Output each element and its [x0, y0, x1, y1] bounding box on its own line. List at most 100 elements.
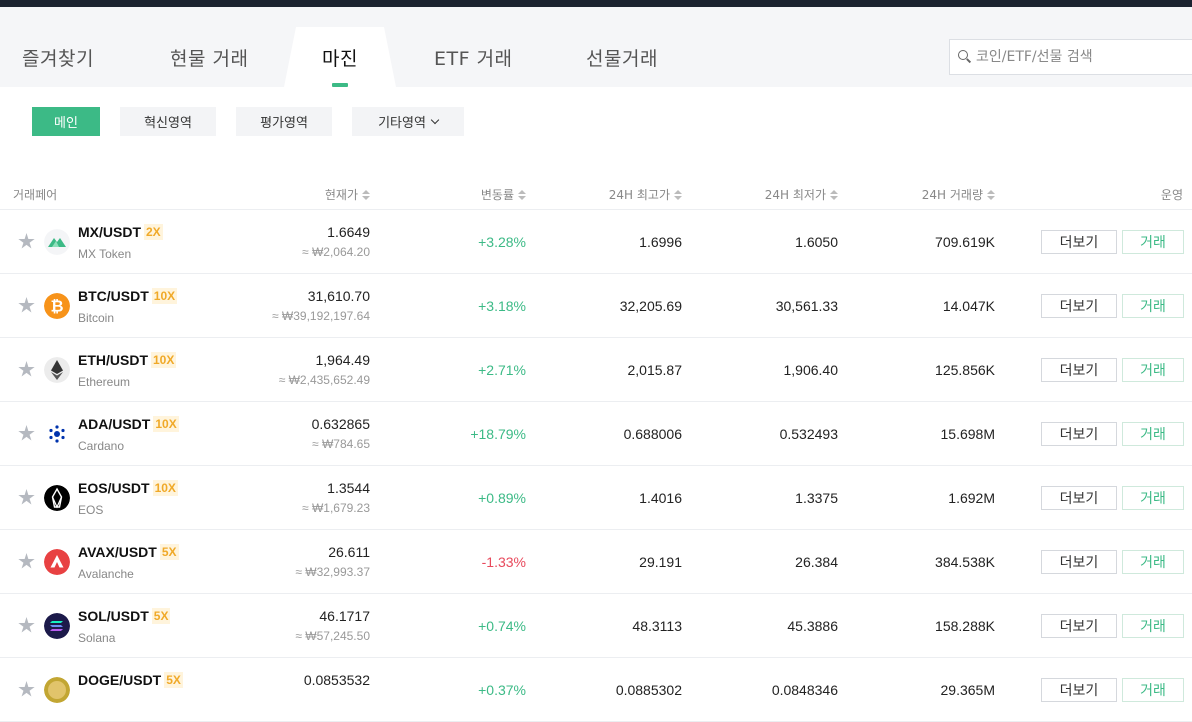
filter-label: 기타영역 [378, 116, 426, 131]
krw-price: ≈ ₩784.65 [312, 437, 370, 451]
tab-spot[interactable]: 현물 거래 [170, 48, 249, 70]
filter-assessment[interactable]: 평가영역 [236, 107, 332, 136]
star-icon[interactable] [18, 553, 35, 569]
volume-24h: 125.856K [935, 362, 995, 378]
more-button[interactable]: 더보기 [1041, 614, 1117, 638]
filter-innovation[interactable]: 혁신영역 [120, 107, 216, 136]
table-row[interactable]: EOS/USDT 10X EOS 1.3544 ≈ ₩1,679.23 +0.89… [0, 466, 1192, 530]
header-price-label: 현재가 [324, 188, 358, 202]
filter-other[interactable]: 기타영역 [352, 107, 464, 136]
tab-margin[interactable]: 마진 [322, 48, 358, 70]
trade-button[interactable]: 거래 [1122, 294, 1184, 318]
trade-button[interactable]: 거래 [1122, 678, 1184, 702]
table-row[interactable]: MX/USDT 2X MX Token 1.6649 ≈ ₩2,064.20 +3… [0, 210, 1192, 274]
trade-button[interactable]: 거래 [1122, 550, 1184, 574]
table-row[interactable]: ETH/USDT 10X Ethereum 1,964.49 ≈ ₩2,435,6… [0, 338, 1192, 402]
trade-button[interactable]: 거래 [1122, 358, 1184, 382]
star-icon[interactable] [18, 361, 35, 377]
coin-name: MX Token [78, 247, 132, 261]
high-24h: 1.4016 [639, 490, 682, 506]
low-24h: 0.0848346 [771, 682, 838, 698]
filter-label: 평가영역 [260, 116, 308, 131]
volume-24h: 14.047K [942, 298, 995, 314]
star-icon[interactable] [18, 489, 35, 505]
current-price: 1,964.49 [315, 352, 371, 368]
pair-symbol[interactable]: BTC/USDT 10X [78, 288, 178, 304]
pair-label: AVAX/USDT [78, 544, 157, 560]
sort-icon [362, 189, 370, 200]
pair-symbol[interactable]: AVAX/USDT 5X [78, 544, 179, 560]
pair-symbol[interactable]: SOL/USDT 5X [78, 608, 171, 624]
table-row[interactable]: ADA/USDT 10X Cardano 0.632865 ≈ ₩784.65 +… [0, 402, 1192, 466]
search-box[interactable] [949, 39, 1192, 75]
pair-symbol[interactable]: MX/USDT 2X [78, 224, 163, 240]
star-icon[interactable] [18, 425, 35, 441]
table-row[interactable]: SOL/USDT 5X Solana 46.1717 ≈ ₩57,245.50 +… [0, 594, 1192, 658]
sort-icon [830, 189, 838, 200]
change-rate: +18.79% [470, 426, 526, 442]
header-pair-label: 거래페어 [13, 188, 58, 202]
tab-favorites[interactable]: 즐겨찾기 [22, 48, 94, 70]
table-row[interactable]: DOGE/USDT 5X 0.0853532 +0.37% 0.0885302 0… [0, 658, 1192, 722]
change-rate: -1.33% [481, 554, 526, 570]
leverage-badge: 10X [151, 288, 178, 304]
coin-name: Bitcoin [78, 311, 115, 325]
more-button[interactable]: 더보기 [1041, 422, 1117, 446]
more-button[interactable]: 더보기 [1041, 678, 1117, 702]
low-24h: 30,561.33 [775, 298, 838, 314]
low-24h: 1,906.40 [783, 362, 839, 378]
more-button[interactable]: 더보기 [1041, 550, 1117, 574]
filter-main[interactable]: 메인 [32, 107, 100, 136]
change-rate: +0.74% [478, 618, 526, 634]
header-low[interactable]: 24H 최저가 [765, 186, 838, 203]
header-action: 운영 [1161, 186, 1183, 203]
star-icon[interactable] [18, 233, 35, 249]
high-24h: 2,015.87 [627, 362, 683, 378]
leverage-badge: 5X [151, 608, 171, 624]
current-price: 0.632865 [311, 416, 370, 432]
star-icon[interactable] [18, 617, 35, 633]
sort-icon [987, 189, 995, 200]
solana-icon [44, 613, 70, 639]
star-icon[interactable] [18, 681, 35, 697]
more-button[interactable]: 더보기 [1041, 230, 1117, 254]
leverage-badge: 10X [151, 352, 177, 368]
header-high-label: 24H 최고가 [608, 188, 670, 202]
header-change[interactable]: 변동률 [481, 186, 526, 203]
more-button[interactable]: 더보기 [1041, 358, 1117, 382]
search-input[interactable] [976, 49, 1176, 65]
krw-price: ≈ ₩1,679.23 [302, 501, 370, 515]
market-nav: 즐겨찾기 현물 거래 마진 ETF 거래 선물거래 [0, 7, 1192, 87]
coin-name: Avalanche [78, 567, 134, 581]
header-high[interactable]: 24H 최고가 [609, 186, 682, 203]
pair-label: BTC/USDT [78, 288, 149, 304]
current-price: 1.3544 [327, 480, 370, 496]
pair-symbol[interactable]: EOS/USDT 10X [78, 480, 178, 496]
pair-symbol[interactable]: ETH/USDT 10X [78, 352, 177, 368]
current-price: 46.1717 [319, 608, 370, 624]
tab-futures[interactable]: 선물거래 [586, 48, 658, 70]
trade-button[interactable]: 거래 [1122, 422, 1184, 446]
header-price[interactable]: 현재가 [325, 186, 370, 203]
avalanche-icon [44, 549, 70, 575]
pair-label: MX/USDT [78, 224, 141, 240]
high-24h: 0.0885302 [615, 682, 682, 698]
trade-button[interactable]: 거래 [1122, 614, 1184, 638]
more-button[interactable]: 더보기 [1041, 294, 1117, 318]
pair-symbol[interactable]: ADA/USDT 10X [78, 416, 179, 432]
star-icon[interactable] [18, 297, 35, 313]
high-24h: 32,205.69 [619, 298, 682, 314]
trade-button[interactable]: 거래 [1122, 486, 1184, 510]
trade-button[interactable]: 거래 [1122, 230, 1184, 254]
active-tab-indicator [332, 83, 348, 87]
pair-symbol[interactable]: DOGE/USDT 5X [78, 672, 183, 688]
header-volume[interactable]: 24H 거래량 [922, 186, 995, 203]
more-button[interactable]: 더보기 [1041, 486, 1117, 510]
header-volume-label: 24H 거래량 [921, 188, 983, 202]
pair-label: ETH/USDT [78, 352, 148, 368]
tab-etf[interactable]: ETF 거래 [434, 48, 513, 70]
table-row[interactable]: AVAX/USDT 5X Avalanche 26.611 ≈ ₩32,993.3… [0, 530, 1192, 594]
table-row[interactable]: ₿ BTC/USDT 10X Bitcoin 31,610.70 ≈ ₩39,19… [0, 274, 1192, 338]
change-rate: +3.28% [478, 234, 526, 250]
current-price: 1.6649 [327, 224, 370, 240]
